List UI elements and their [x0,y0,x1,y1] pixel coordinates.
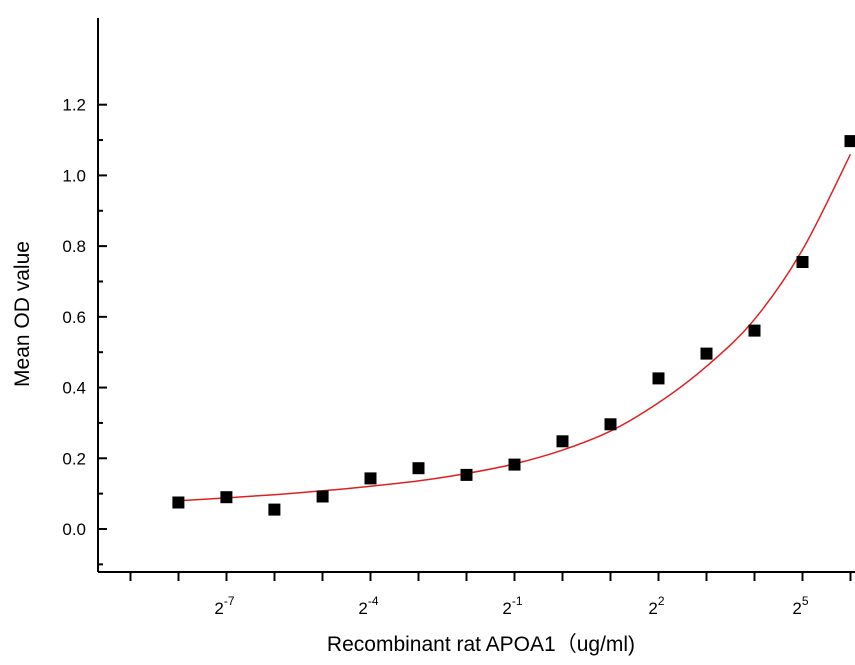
data-point [220,491,233,504]
x-tick-label: 2-7 [214,594,234,618]
fit-curve [178,153,852,502]
data-points-layer [172,135,855,516]
x-ticks: 2-7 2-4 2-1 22 25 [129,572,852,618]
data-point [700,347,713,360]
data-point [316,490,329,503]
data-point [460,468,473,481]
y-tick-label: 0.8 [62,237,86,256]
data-point [508,458,521,471]
plot-area [172,135,855,516]
x-tick-label: 25 [792,594,808,618]
axes: 0.0 0.2 0.4 0.6 0.8 1.0 1.2 2-7 2-4 2-1 22 25 [62,18,855,618]
y-axis-label: Mean OD value [11,241,34,387]
y-ticks: 0.0 0.2 0.4 0.6 0.8 1.0 1.2 [62,96,107,566]
data-point [364,472,377,485]
y-tick-label: 0.0 [62,520,86,539]
y-tick-label: 1.2 [62,96,86,115]
fit-curve-layer [178,153,852,502]
y-tick-label: 0.4 [62,379,86,398]
data-point [172,496,185,509]
data-point [796,256,809,268]
data-point [556,435,569,448]
data-point [268,503,281,516]
data-point [844,135,855,148]
data-point [652,372,665,385]
x-tick-label: 2-1 [502,594,522,618]
y-tick-label: 0.2 [62,449,86,468]
x-tick-label: 22 [648,594,664,618]
data-point [604,418,617,431]
data-point [412,462,425,475]
x-axis-label: Recombinant rat APOA1（ug/ml) [327,633,635,656]
y-tick-label: 1.0 [62,166,86,185]
data-point [748,324,761,337]
x-tick-label: 2-4 [358,594,378,618]
y-tick-label: 0.6 [62,308,86,327]
